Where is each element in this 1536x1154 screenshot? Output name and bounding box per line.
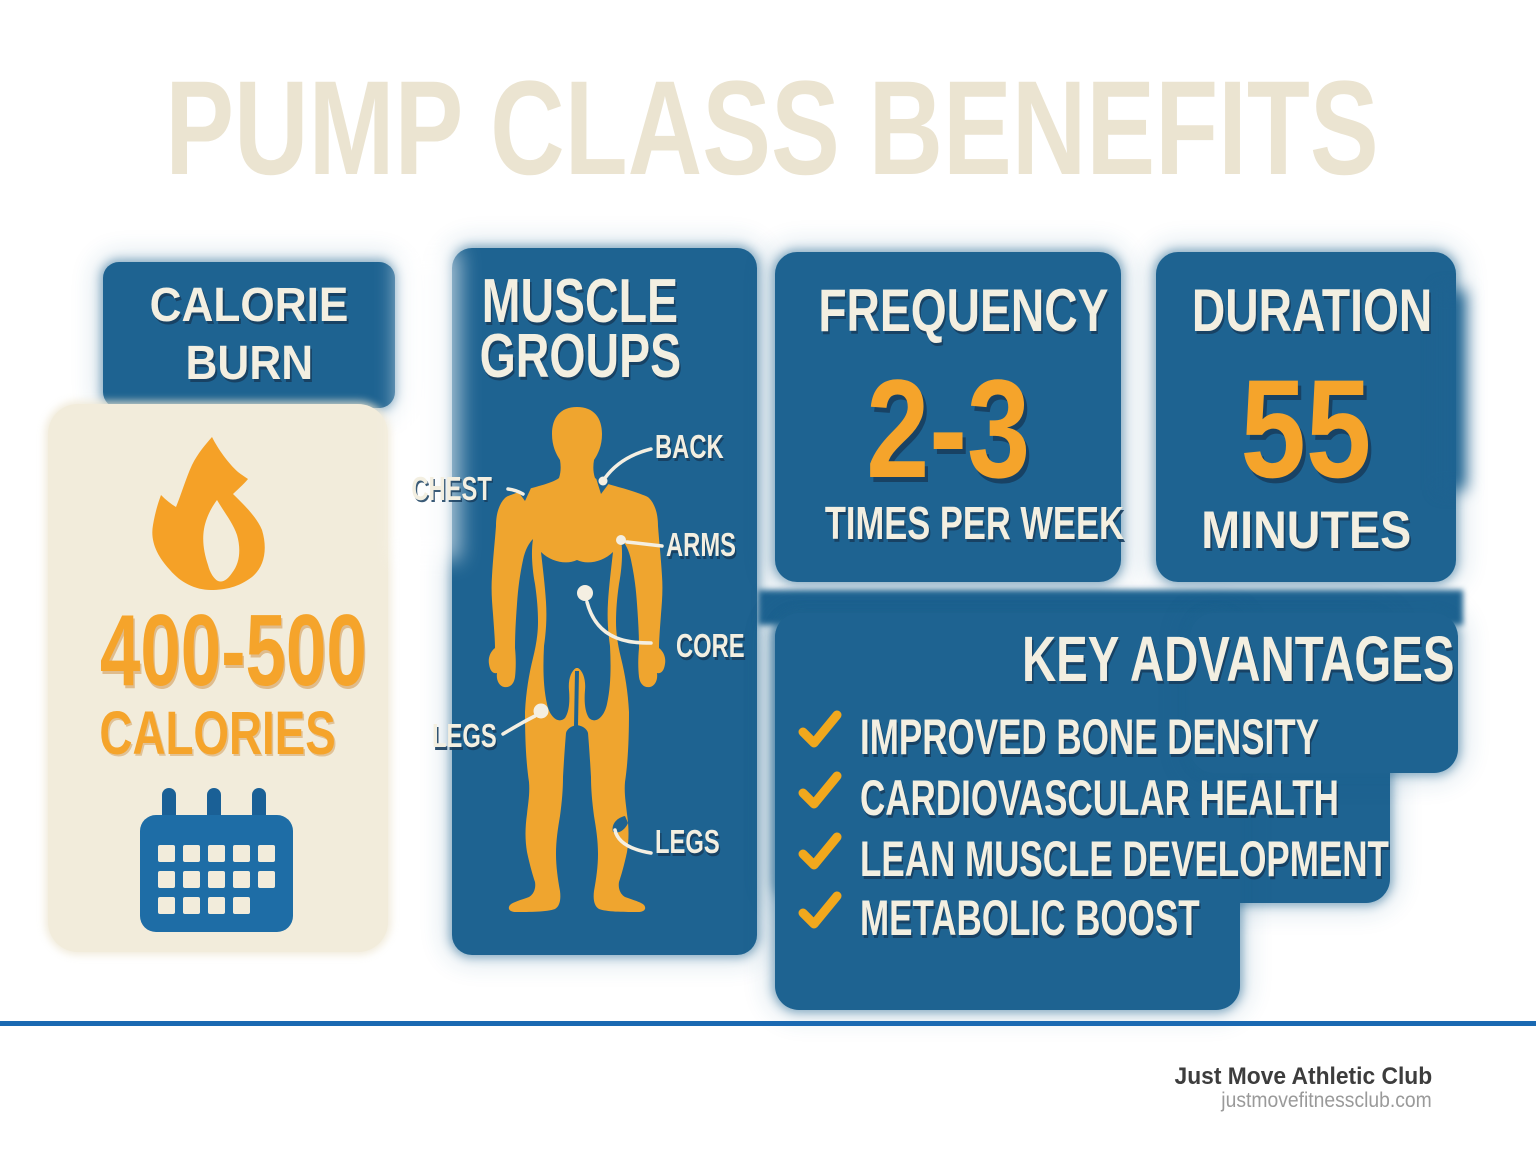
dot-arms (616, 535, 626, 545)
calorie-range: 400-500 (99, 595, 367, 707)
pointer-legs-lower (613, 828, 653, 855)
advantage-label: CARDIOVASCULAR HEALTH (860, 770, 1339, 826)
body-silhouette (488, 407, 666, 912)
pointer-back (603, 447, 653, 480)
pointer-chest (506, 487, 525, 496)
frequency-panel (775, 252, 1121, 582)
footer-website: justmovefitnessclub.com (1221, 1089, 1432, 1112)
muscle-label-core: CORE (676, 627, 745, 664)
duration-heading: DURATION (1191, 277, 1433, 344)
advantage-label: METABOLIC BOOST (860, 890, 1200, 946)
advantages-heading: KEY ADVANTAGES (1021, 623, 1455, 695)
advantages-panel-lower (775, 613, 1240, 1010)
pointer-legs-upper (501, 714, 537, 736)
muscle-label-legs-upper: LEGS (432, 717, 497, 754)
pointer-arms (625, 540, 664, 548)
dot-legs-upper (533, 703, 549, 719)
duration-panel (1156, 252, 1456, 582)
duration-panel-edge-texture (1440, 290, 1466, 490)
body-crotch-seam (574, 670, 579, 727)
muscle-label-back: BACK (655, 428, 724, 465)
advantages-panel-right (1190, 613, 1458, 773)
muscle-heading: MUSCLE GROUPS (479, 267, 681, 391)
body-shape (488, 407, 666, 912)
pointer-core (585, 600, 653, 645)
muscle-label-legs-lower: LEGS (655, 823, 720, 860)
muscle-label-arms: ARMS (666, 526, 736, 563)
page-title: PUMP CLASS BENEFITS (165, 54, 1379, 203)
frequency-value: 2-3 (866, 350, 1030, 507)
advantage-label: LEAN MUSCLE DEVELOPMENT (860, 831, 1389, 887)
flame-icon (152, 437, 265, 590)
calendar-icon (140, 788, 293, 932)
check-icon (798, 891, 842, 929)
advantage-label: IMPROVED BONE DENSITY (860, 709, 1319, 765)
calorie-header-panel (103, 262, 395, 408)
footer-club-name: Just Move Athletic Club (1174, 1063, 1432, 1090)
calorie-unit: CALORIES (99, 699, 337, 767)
check-icon (798, 710, 842, 748)
body-abdomen (541, 552, 613, 721)
check-icon (798, 771, 842, 809)
duration-value: 55 (1240, 350, 1372, 507)
muscle-panel-white-wash (396, 250, 460, 560)
calorie-heading: CALORIE BURN (149, 279, 349, 390)
frequency-heading: FREQUENCY (818, 277, 1109, 344)
footer-divider (0, 1021, 1536, 1026)
dot-core (577, 585, 593, 601)
frequency-caption: TIMES PER WEEK (824, 497, 1124, 549)
muscle-label-chest: CHEST (411, 470, 492, 507)
duration-caption: MINUTES (1201, 501, 1411, 560)
check-icon (798, 832, 842, 870)
knee-notch (612, 816, 628, 833)
dot-back (598, 476, 608, 486)
